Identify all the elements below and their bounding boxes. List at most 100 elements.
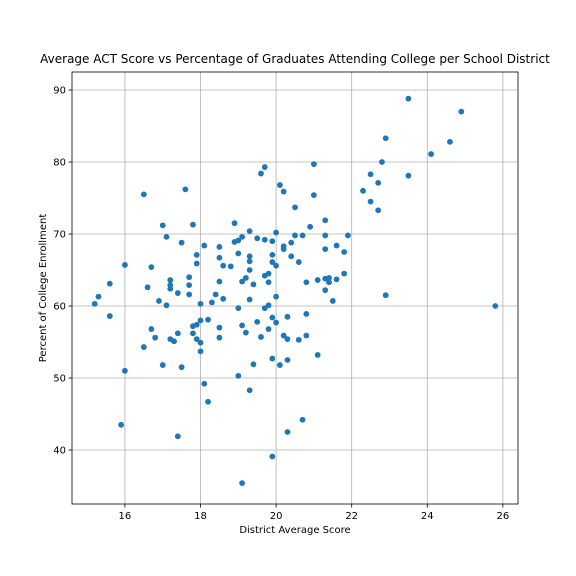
data-point [269, 251, 276, 258]
data-point [269, 259, 276, 265]
data-point [197, 300, 204, 307]
data-point [341, 270, 348, 277]
data-point [295, 259, 302, 265]
data-point [205, 398, 211, 405]
data-point [360, 187, 366, 194]
data-point [178, 364, 185, 371]
data-point [273, 229, 280, 236]
data-point [333, 276, 340, 283]
data-point [333, 242, 340, 249]
data-point [122, 262, 128, 268]
data-point [303, 332, 310, 339]
data-point [201, 380, 208, 387]
data-point [341, 249, 348, 255]
data-point [140, 191, 147, 198]
data-point [375, 179, 382, 186]
data-point [148, 326, 155, 332]
data-point [367, 171, 374, 178]
data-point [250, 281, 257, 288]
data-point [254, 318, 261, 325]
data-point [375, 207, 382, 214]
data-point [280, 246, 287, 253]
data-point [314, 352, 321, 358]
data-point [269, 314, 276, 321]
data-point [242, 329, 249, 336]
data-point [171, 338, 177, 345]
data-point [273, 293, 280, 300]
data-point [382, 135, 389, 142]
data-point [212, 291, 219, 298]
x-tick-label: 22 [345, 511, 358, 522]
data-point [159, 222, 166, 229]
data-point [458, 108, 465, 115]
data-point [190, 330, 196, 337]
data-point [174, 290, 181, 296]
data-point [367, 198, 374, 205]
data-point [208, 299, 215, 306]
data-point [322, 287, 329, 294]
data-point [295, 336, 302, 343]
data-point [329, 298, 336, 304]
data-point [326, 275, 332, 281]
data-point [405, 172, 412, 179]
data-point [163, 302, 170, 309]
data-point [288, 239, 295, 246]
data-point [288, 253, 295, 260]
data-point [227, 263, 234, 270]
data-point [261, 236, 268, 243]
data-point [197, 317, 204, 324]
data-point [246, 296, 253, 303]
data-point [220, 295, 227, 302]
data-point [239, 322, 245, 329]
data-point [220, 262, 227, 269]
grid-layer [72, 72, 518, 504]
point-layer [91, 95, 499, 487]
data-point [273, 262, 280, 269]
data-point [276, 182, 283, 188]
data-point [246, 267, 253, 273]
data-point [292, 204, 298, 211]
data-point [239, 480, 245, 487]
data-point [144, 284, 151, 291]
data-point [186, 274, 193, 281]
data-point [269, 453, 276, 460]
data-point [345, 232, 351, 239]
data-point [273, 319, 280, 326]
data-point [178, 239, 185, 246]
data-point [447, 138, 453, 145]
data-point [322, 217, 329, 224]
data-point [265, 302, 272, 309]
data-point [258, 334, 264, 340]
data-point [246, 253, 253, 260]
x-tick-label: 26 [497, 511, 510, 522]
data-point [216, 334, 223, 341]
data-point [261, 164, 268, 170]
data-point [216, 254, 223, 261]
y-tick-label: 80 [53, 158, 66, 169]
data-point [163, 233, 170, 240]
data-point [284, 336, 291, 343]
data-point [186, 291, 193, 298]
data-point [235, 237, 242, 244]
data-point [201, 242, 208, 249]
data-point [167, 282, 174, 289]
data-point [91, 300, 98, 307]
data-point [254, 235, 261, 242]
x-tick-label: 16 [119, 511, 132, 522]
y-tick-label: 40 [53, 446, 66, 457]
x-tick-label: 24 [421, 511, 434, 522]
data-point [246, 387, 253, 394]
data-point [193, 336, 200, 343]
data-point [428, 151, 434, 157]
data-point [95, 293, 102, 300]
data-point [159, 362, 166, 368]
y-tick-label: 70 [53, 230, 66, 241]
data-point [182, 186, 189, 193]
data-point [242, 275, 249, 281]
data-point [292, 232, 298, 239]
data-point [193, 260, 200, 267]
data-point [152, 334, 159, 341]
data-point [284, 357, 291, 363]
